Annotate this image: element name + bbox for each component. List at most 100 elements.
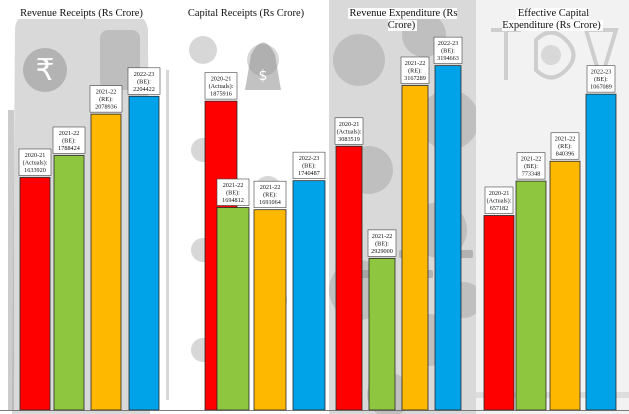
data-label-line: (BE): [441, 48, 455, 55]
data-label-4: 2022-23(BE):2204422 [127, 67, 161, 95]
data-label-line: 1691064 [259, 199, 281, 206]
data-label-line: 840396 [556, 151, 575, 158]
data-label-box [253, 180, 287, 208]
bar-1 [483, 215, 515, 411]
data-label-box [433, 36, 463, 64]
data-label-1: 2020-21(Actuals):657182 [484, 186, 514, 214]
chart-title-text: Effective Capital Expenditure (Rs Crore) [502, 8, 603, 31]
data-label-line: 2021-22 [96, 89, 117, 96]
data-label-line: 2021-22 [555, 136, 576, 143]
data-label-line: (BE): [302, 163, 316, 170]
data-label-line: (BE): [594, 76, 608, 83]
data-label-box [292, 151, 326, 179]
data-label-4: 2022-23(BE):3194663 [433, 36, 463, 64]
data-label-line: (RE): [408, 67, 422, 74]
data-label-4: 2022-23(BE):1740487 [292, 151, 326, 179]
data-label-line: (RE): [263, 192, 277, 199]
data-label-line: 2021-22 [372, 233, 393, 240]
data-label-line: 3167289 [404, 75, 426, 82]
data-label-box [127, 67, 161, 95]
data-label-line: 2021-22 [59, 130, 80, 137]
data-label-line: 2022-23 [299, 155, 320, 162]
data-label-box [334, 117, 364, 145]
data-label-line: 3083519 [338, 136, 360, 143]
data-label-line: 1633920 [24, 167, 46, 174]
bar-3 [90, 113, 122, 411]
data-label-line: 2021-22 [223, 182, 244, 189]
data-label-box [367, 229, 397, 257]
bar-1 [335, 145, 363, 411]
chart-title: Effective Capital Expenditure (Rs Crore) [493, 8, 613, 32]
data-label-box [400, 56, 430, 84]
data-label-4: 2022-23(BE):1067089 [586, 65, 616, 93]
data-label-3: 2021-22(RE):1691064 [253, 180, 287, 208]
data-label-1: 2020-21(Actuals):1633920 [18, 148, 52, 176]
data-label-line: 3194663 [437, 55, 459, 62]
data-label-line: 2020-21 [211, 76, 232, 83]
data-label-2: 2021-22(BE):1694812 [216, 178, 250, 206]
data-label-line: 2022-23 [134, 71, 155, 78]
bar-2 [216, 207, 250, 411]
data-label-line: 1788424 [58, 145, 80, 152]
data-label-line: 2204422 [133, 86, 155, 93]
data-label-line: 2020-21 [339, 121, 360, 128]
bar-3 [549, 160, 581, 411]
chart-svg-4: 2020-21(Actuals):6571822021-22(BE):77334… [476, 0, 629, 414]
chart-panel-1: ₹2020-21 (Actuals): 1633920 2021-22 (BE): 178… [0, 0, 163, 414]
data-label-line: 1875916 [210, 91, 232, 98]
chart-panel-4: 2020-21 (Actuals): 657182 2021-22 (BE): 77334… [476, 0, 629, 414]
data-label-box [89, 85, 123, 113]
chart-panel-2: $2020-21 (Actuals): 1875916 2021-22 (BE): 169… [163, 0, 329, 414]
data-label-line: 2078936 [95, 104, 117, 111]
data-label-line: (BE): [524, 163, 538, 170]
data-label-line: 1067089 [590, 84, 612, 91]
data-label-line: 2929000 [371, 248, 393, 255]
data-label-box [586, 65, 616, 93]
data-label-box [18, 148, 52, 176]
data-label-line: 2020-21 [489, 190, 510, 197]
chart-title-text: Revenue Receipts (Rs Crore) [18, 8, 145, 19]
chart-panel-3: 2020-21 (Actuals): 3083519 2021-22 (BE): 2929… [329, 0, 476, 414]
chart-svg-2: $2020-21(Actuals):18759162021-22(BE):169… [163, 0, 329, 414]
chart-title: Revenue Receipts (Rs Crore) [12, 8, 152, 20]
data-label-box [484, 186, 514, 214]
chart-title-text: Capital Receipts (Rs Crore) [185, 8, 307, 19]
data-label-line: 2020-21 [25, 152, 46, 159]
chart-svg-1: ₹2020-21(Actuals):16339202021-22(BE):178… [0, 0, 163, 414]
data-label-line: (BE): [62, 137, 76, 144]
data-label-line: (Actuals): [487, 197, 512, 204]
data-label-box [550, 132, 580, 160]
data-label-box [204, 72, 238, 100]
data-label-line: 1694812 [222, 197, 244, 204]
bar-3 [401, 85, 429, 411]
bar-4 [128, 95, 160, 411]
chart-title: Revenue Expenditure (Rs Crore) [333, 8, 473, 32]
data-label-line: (BE): [375, 240, 389, 247]
data-label-2: 2021-22(BE):773348 [516, 152, 546, 180]
data-label-line: 657182 [490, 205, 509, 212]
data-label-1: 2020-21(Actuals):3083519 [334, 117, 364, 145]
data-label-line: (Actuals): [23, 159, 48, 166]
data-label-line: 2021-22 [521, 156, 542, 163]
chart-title: Capital Receipts (Rs Crore) [176, 8, 316, 20]
data-label-line: (Actuals): [337, 128, 362, 135]
bar-3 [253, 209, 287, 411]
bar-2 [515, 180, 547, 411]
data-label-1: 2020-21(Actuals):1875916 [204, 72, 238, 100]
data-label-3: 2021-22(RE):2078936 [89, 85, 123, 113]
svg-text:₹: ₹ [35, 53, 54, 88]
data-label-2: 2021-22(BE):2929000 [367, 229, 397, 257]
data-label-line: (BE): [137, 78, 151, 85]
svg-text:$: $ [259, 68, 268, 84]
bar-2 [53, 155, 85, 411]
bar-4 [292, 180, 326, 411]
data-label-line: (Actuals): [209, 83, 234, 90]
bar-2 [368, 257, 396, 411]
data-label-3: 2021-22(RE):840396 [550, 132, 580, 160]
bar-4 [585, 93, 617, 411]
chart-svg-3: 2020-21(Actuals):30835192021-22(BE):2929… [329, 0, 476, 414]
data-label-line: 773348 [522, 171, 541, 178]
data-label-line: 2021-22 [405, 60, 426, 67]
chart-title-text: Revenue Expenditure (Rs Crore) [347, 8, 458, 31]
